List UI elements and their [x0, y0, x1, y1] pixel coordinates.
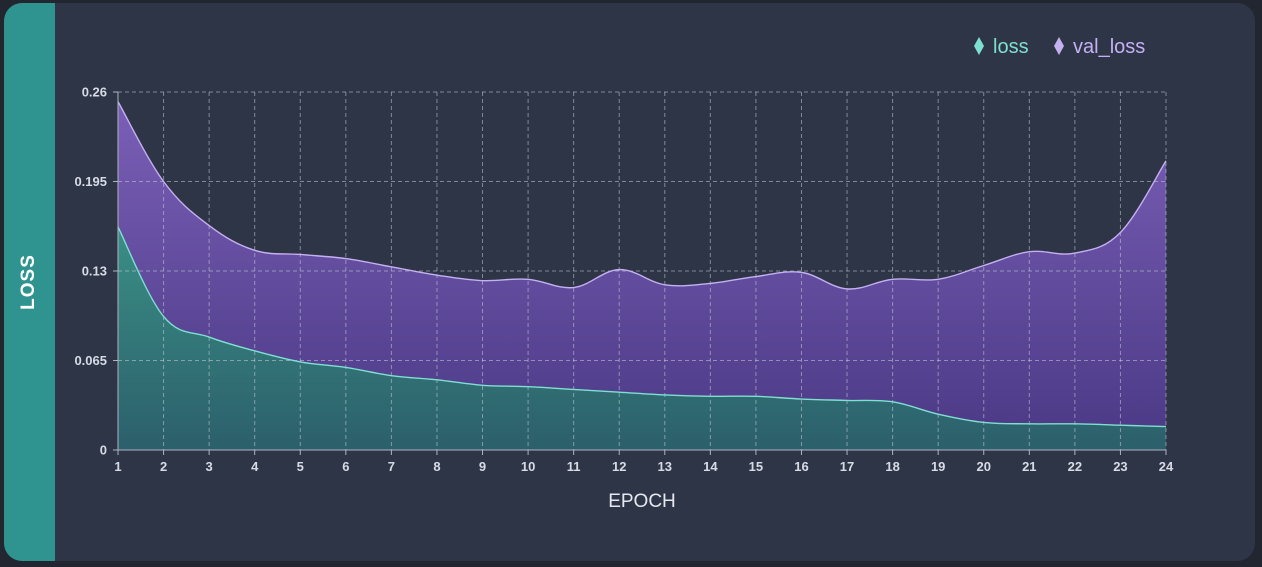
loss-area — [118, 226, 1166, 450]
x-tick-label: 17 — [840, 459, 854, 474]
x-tick-label: 6 — [342, 459, 349, 474]
legend-item-val_loss[interactable]: val_loss — [1054, 36, 1145, 58]
x-tick-label: 18 — [885, 459, 899, 474]
gridlines — [118, 91, 1167, 450]
x-tick-label: 1 — [114, 459, 121, 474]
y-axis-strip: LOSS — [4, 3, 55, 561]
x-tick-label: 9 — [479, 459, 486, 474]
x-tick-label: 19 — [931, 459, 945, 474]
y-tick-label: 0.065 — [74, 353, 107, 368]
x-tick-label: 22 — [1068, 459, 1082, 474]
y-tick-label: 0.26 — [82, 85, 107, 100]
x-tick-label: 5 — [297, 459, 304, 474]
diamond-icon — [1054, 37, 1064, 55]
val_loss-area — [118, 101, 1166, 450]
y-tick-label: 0.13 — [82, 264, 107, 279]
x-tick-label: 15 — [749, 459, 763, 474]
x-tick-label: 21 — [1022, 459, 1036, 474]
x-tick-label: 14 — [703, 459, 718, 474]
x-axis-title: EPOCH — [608, 491, 676, 512]
legend: loss val_loss — [974, 36, 1145, 58]
diamond-icon — [974, 37, 984, 55]
legend-label: loss — [993, 36, 1029, 58]
val_loss-line — [117, 101, 1167, 290]
x-tick-label: 13 — [658, 459, 672, 474]
x-tick-label: 2 — [160, 459, 167, 474]
x-tick-label: 12 — [612, 459, 626, 474]
x-tick-label: 3 — [206, 459, 213, 474]
y-tick-label: 0 — [100, 443, 107, 458]
x-tick-label: 20 — [977, 459, 991, 474]
x-tick-label: 24 — [1159, 459, 1174, 474]
x-tick-label: 8 — [433, 459, 440, 474]
legend-label: val_loss — [1073, 36, 1145, 58]
x-tick-label: 4 — [251, 459, 259, 474]
legend-item-loss[interactable]: loss — [974, 36, 1029, 58]
series-lines — [117, 101, 1167, 428]
x-tick-label: 7 — [388, 459, 395, 474]
x-tick-label: 23 — [1113, 459, 1127, 474]
y-tick-label: 0.195 — [74, 174, 107, 189]
x-tick-label: 11 — [567, 459, 581, 474]
x-tick-label: 16 — [794, 459, 808, 474]
x-tick-label: 10 — [521, 459, 535, 474]
series-areas — [118, 101, 1166, 450]
loss-line — [117, 226, 1167, 428]
